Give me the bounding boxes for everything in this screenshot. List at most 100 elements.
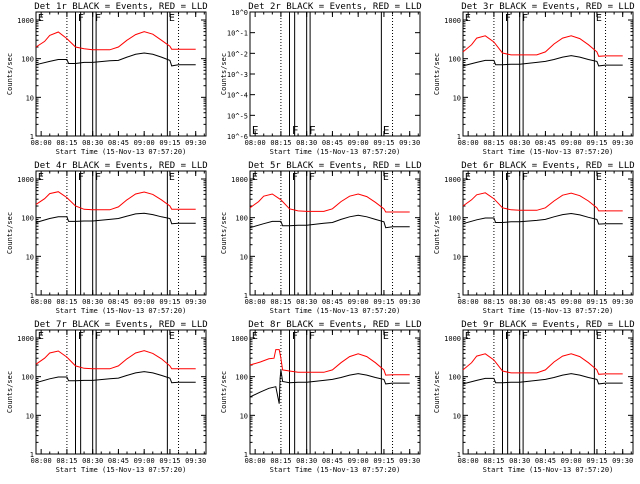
x-tick-label: 08:30 [296,298,317,306]
x-axis-label: Start Time (15-Nov-13 07:57:20) [56,148,187,156]
y-axis-label: Counts/sec [6,53,14,95]
y-tick-label: 10^-2 [227,50,248,58]
y-axis-label: Counts/sec [6,212,14,254]
interval-marker: F [505,331,511,342]
y-tick-label: 10^-1 [227,30,248,38]
interval-marker: E [169,13,175,24]
chart-title: Det 4r BLACK = Events, RED = LLD [34,161,207,171]
y-tick-label: 10^-4 [227,92,248,100]
y-tick-label: 10 [453,94,461,102]
x-tick-label: 09:00 [348,298,369,306]
plot-frame [462,170,634,296]
x-tick-label: 08:45 [322,139,343,147]
x-tick-label: 08:30 [509,139,530,147]
series-events [35,212,196,225]
chart-det-1r: Det 1r BLACK = Events, RED = LLD 1 10 100 10… [6,2,208,156]
interval-marker: F [522,172,528,183]
y-tick-label: 1 [244,292,248,300]
interval-marker: F [292,331,298,342]
y-axis-label: Counts/sec [6,371,14,413]
y-tick-label: 1000 [231,335,248,343]
interval-marker: F [505,13,511,24]
interval-marker: F [95,331,101,342]
x-tick-label: 08:00 [31,457,52,465]
interval-marker: E [252,331,258,342]
x-tick-label: 08:00 [245,457,266,465]
x-tick-label: 08:00 [458,298,479,306]
series-events [462,55,623,67]
chart-title: Det 2r BLACK = Events, RED = LLD [248,2,421,12]
x-tick-label: 08:30 [296,457,317,465]
x-tick-label: 09:30 [185,457,206,465]
interval-marker: F [292,172,298,183]
x-tick-label: 09:00 [348,139,369,147]
y-tick-label: 1 [30,292,34,300]
y-tick-label: 1000 [17,176,34,184]
x-tick-label: 08:30 [296,139,317,147]
x-tick-label: 09:15 [373,139,394,147]
x-tick-label: 09:00 [561,298,582,306]
x-axis-label: Start Time (15-Nov-13 07:57:20) [270,148,401,156]
interval-marker: F [78,13,84,24]
x-tick-label: 08:00 [458,457,479,465]
y-tick-label: 10^-5 [227,112,248,120]
x-tick-label: 08:00 [458,139,479,147]
x-tick-label: 08:45 [108,298,129,306]
series-events [462,373,623,385]
x-tick-label: 09:15 [373,457,394,465]
x-tick-label: 08:45 [535,298,556,306]
x-axis-label: Start Time (15-Nov-13 07:57:20) [483,307,614,315]
x-tick-label: 09:30 [612,139,633,147]
x-tick-label: 09:30 [612,298,633,306]
y-tick-label: 10 [453,253,461,261]
x-axis-label: Start Time (15-Nov-13 07:57:20) [56,466,187,474]
interval-marker: E [383,331,389,342]
series-events [249,369,410,404]
x-tick-label: 09:15 [159,298,180,306]
interval-marker: E [38,172,44,183]
series-lld [35,350,196,370]
interval-marker: F [95,13,101,24]
interval-marker: E [383,172,389,183]
y-tick-label: 1 [457,451,461,459]
series-lld [462,35,623,57]
x-tick-label: 09:15 [586,139,607,147]
series-lld [249,193,410,213]
plot-frame [462,11,634,137]
y-tick-label: 10^-6 [227,133,248,141]
x-axis-label: Start Time (15-Nov-13 07:57:20) [270,307,401,315]
series-lld [35,31,196,51]
x-axis-label: Start Time (15-Nov-13 07:57:20) [56,307,187,315]
x-tick-label: 08:15 [270,457,291,465]
x-tick-label: 09:30 [185,298,206,306]
x-tick-label: 08:30 [509,298,530,306]
plot-frame [249,170,421,296]
interval-marker: E [383,124,390,137]
x-tick-label: 08:45 [322,457,343,465]
x-tick-label: 08:00 [245,298,266,306]
x-tick-label: 09:15 [586,457,607,465]
y-tick-label: 1 [457,292,461,300]
chart-det-9r: Det 9r BLACK = Events, RED = LLD 1 10 100 10… [433,320,635,474]
interval-marker: E [596,13,602,24]
interval-marker: F [309,172,315,183]
x-tick-label: 08:30 [82,457,103,465]
series-events [249,214,410,229]
chart-title: Det 9r BLACK = Events, RED = LLD [461,320,634,330]
x-tick-label: 09:15 [159,457,180,465]
y-tick-label: 100 [448,56,461,64]
y-tick-label: 1 [244,451,248,459]
interval-marker: F [78,331,84,342]
y-tick-label: 100 [448,215,461,223]
y-tick-label: 100 [21,56,34,64]
x-tick-label: 09:15 [159,139,180,147]
chart-det-4r: Det 4r BLACK = Events, RED = LLD 1 10 100 10… [6,161,208,315]
interval-marker: F [505,172,511,183]
chart-det-7r: Det 7r BLACK = Events, RED = LLD 1 10 100 10… [6,320,208,474]
x-tick-label: 09:30 [185,139,206,147]
chart-det-8r: Det 8r BLACK = Events, RED = LLD 1 10 100 10… [220,320,422,474]
x-tick-label: 08:30 [509,457,530,465]
x-tick-label: 08:45 [108,457,129,465]
x-axis-label: Start Time (15-Nov-13 07:57:20) [270,466,401,474]
